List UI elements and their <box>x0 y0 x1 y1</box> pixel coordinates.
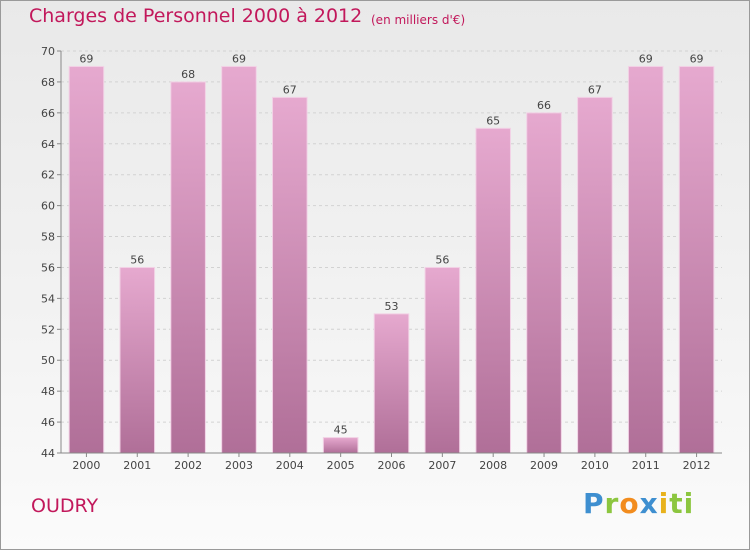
y-tick-label: 62 <box>41 169 55 182</box>
logo-letter: i <box>658 487 670 520</box>
logo-letter: ti <box>669 487 695 520</box>
y-tick-label: 58 <box>41 231 55 244</box>
bar-2000 <box>68 65 105 454</box>
y-tick-label: 60 <box>41 200 55 213</box>
data-label-2011: 69 <box>639 52 653 65</box>
x-tick-label: 2005 <box>327 459 355 472</box>
data-label-2000: 69 <box>79 52 93 65</box>
data-label-2008: 65 <box>486 114 500 127</box>
bar-2005 <box>322 437 359 454</box>
y-tick-label: 52 <box>41 323 55 336</box>
data-label-2004: 67 <box>283 83 297 96</box>
proxiti-logo: Proxiti <box>583 487 694 520</box>
bar-2001 <box>119 266 156 454</box>
bar-2006 <box>373 313 410 454</box>
bar-2012 <box>678 65 715 454</box>
x-tick-label: 2008 <box>479 459 507 472</box>
data-label-2003: 69 <box>232 52 246 65</box>
data-label-2001: 56 <box>130 253 144 266</box>
x-tick-label: 2003 <box>225 459 253 472</box>
chart-title: Charges de Personnel 2000 à 2012 <box>29 5 363 27</box>
x-tick-labels: 2000 2001 2002 2003 2004 2005 2006 2007 2008 2009… <box>72 453 711 472</box>
bar-2002 <box>170 81 206 454</box>
x-tick-label: 2000 <box>72 459 100 472</box>
data-label-2012: 69 <box>690 52 704 65</box>
data-label-2002: 68 <box>181 68 195 81</box>
y-tick-label: 66 <box>41 107 55 120</box>
x-tick-label: 2010 <box>581 459 609 472</box>
y-tick-label: 68 <box>41 76 55 89</box>
logo-letter: x <box>639 487 659 520</box>
data-label-2005: 45 <box>334 424 348 437</box>
logo-letter: r <box>604 487 620 520</box>
bar-2010 <box>577 96 613 454</box>
x-tick-label: 2004 <box>276 459 304 472</box>
data-label-2009: 66 <box>537 99 551 112</box>
data-labels: 69 56 68 69 67 45 53 56 65 66 67 69 69 <box>79 52 703 436</box>
y-tick-label: 54 <box>41 292 55 305</box>
y-tick-label: 64 <box>41 138 55 151</box>
x-tick-label: 2001 <box>123 459 151 472</box>
bar-2011 <box>627 65 664 454</box>
chart-subtitle: (en milliers d'€) <box>371 13 466 27</box>
x-tick-label: 2012 <box>683 459 711 472</box>
data-label-2010: 67 <box>588 83 602 96</box>
y-tick-label: 48 <box>41 385 55 398</box>
bar-2007 <box>424 266 461 454</box>
bar-2004 <box>272 96 308 454</box>
x-tick-label: 2006 <box>378 459 406 472</box>
x-tick-label: 2011 <box>632 459 660 472</box>
data-label-2007: 56 <box>435 253 449 266</box>
bar-2008 <box>475 127 511 454</box>
bars <box>68 65 715 454</box>
x-tick-label: 2009 <box>530 459 558 472</box>
x-tick-label: 2002 <box>174 459 202 472</box>
y-tick-label: 50 <box>41 354 55 367</box>
x-tick-label: 2007 <box>428 459 456 472</box>
logo-letter: P <box>583 487 605 520</box>
bar-2003 <box>221 65 257 454</box>
y-tick-label: 70 <box>41 45 55 58</box>
y-tick-label: 46 <box>41 416 55 429</box>
y-tick-label: 44 <box>41 447 55 460</box>
y-tick-label: 56 <box>41 261 55 274</box>
bar-2009 <box>526 112 562 454</box>
data-label-2006: 53 <box>385 300 399 313</box>
commune-name: OUDRY <box>31 495 99 517</box>
y-tick-labels: 44 46 48 50 52 54 56 58 60 62 64 66 68 70 <box>41 45 55 460</box>
logo-letter: o <box>619 487 640 520</box>
